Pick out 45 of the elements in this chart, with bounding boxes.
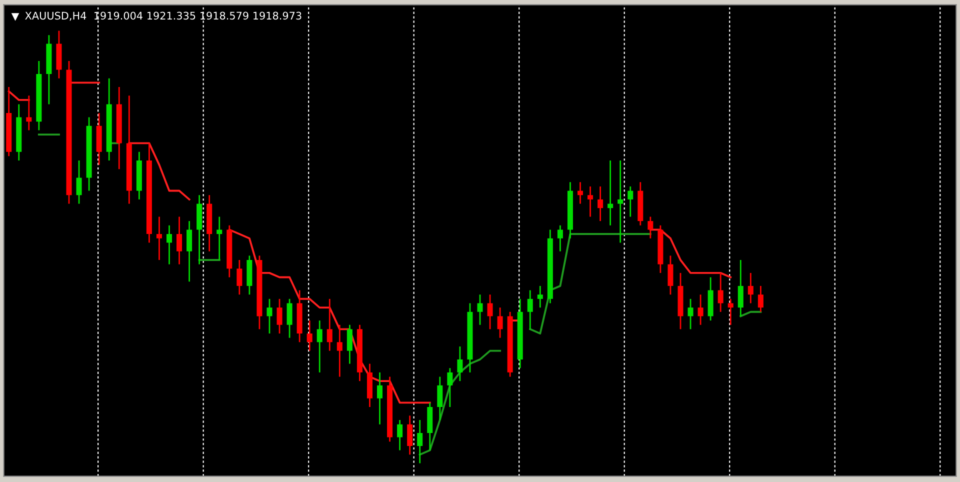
candlestick xyxy=(628,186,634,218)
candlestick xyxy=(186,220,192,282)
candlestick xyxy=(306,320,312,352)
candlestick xyxy=(648,216,654,240)
candlestick xyxy=(156,216,162,261)
candlestick xyxy=(718,272,724,313)
candlestick xyxy=(557,224,563,252)
candlestick xyxy=(598,186,604,222)
candlestick xyxy=(176,216,182,265)
candlestick xyxy=(236,259,242,296)
candlestick xyxy=(497,306,503,339)
candlestick xyxy=(407,414,413,456)
candlestick xyxy=(698,294,704,326)
candlestick xyxy=(266,298,272,334)
candlestick xyxy=(377,372,383,426)
candlestick xyxy=(748,272,754,304)
candlestick xyxy=(577,181,583,204)
chart-title: XAUUSD,H4 1919.004 1921.335 1918.579 1918.973 xyxy=(25,12,302,21)
candlestick xyxy=(276,298,282,334)
candlestick xyxy=(417,419,423,464)
candlestick xyxy=(477,294,483,326)
candlestick xyxy=(286,298,292,339)
candlestick xyxy=(346,324,352,364)
candlestick xyxy=(668,254,674,296)
candlestick xyxy=(457,346,463,382)
candlestick xyxy=(537,285,543,308)
candlestick xyxy=(166,224,172,265)
candlestick xyxy=(447,367,453,408)
candlestick xyxy=(738,259,744,317)
candlestick xyxy=(26,94,32,131)
candlestick xyxy=(397,419,403,451)
candlestick xyxy=(728,298,734,326)
candlestick xyxy=(487,294,493,330)
candlestick xyxy=(316,320,322,374)
candlestick xyxy=(618,160,624,244)
candlestick xyxy=(216,216,222,261)
candlestick xyxy=(688,298,694,330)
candlestick xyxy=(758,285,764,313)
candlestick xyxy=(336,324,342,378)
candlestick xyxy=(326,298,332,352)
candlestick xyxy=(588,186,594,218)
candlestick xyxy=(76,160,82,204)
candlestick xyxy=(527,290,533,330)
candlestick xyxy=(608,160,614,226)
candlestick xyxy=(437,376,443,421)
